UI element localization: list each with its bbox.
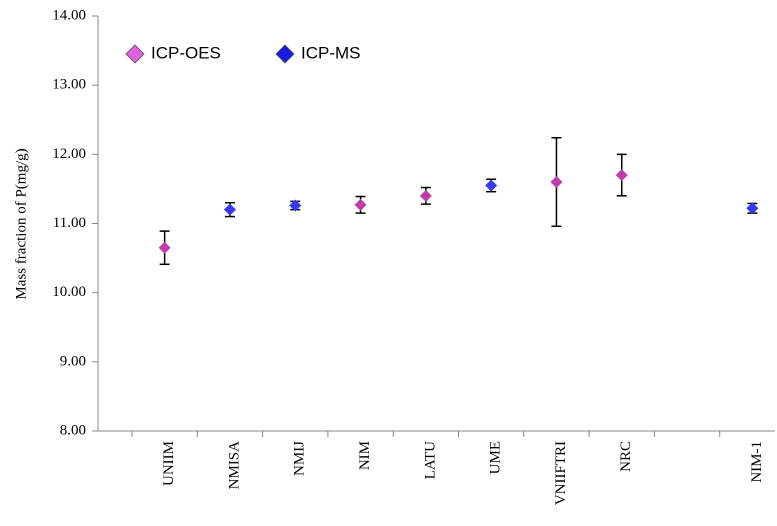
x-tick-label: LATU	[422, 441, 438, 479]
legend-label: ICP-OES	[151, 43, 221, 62]
point	[550, 176, 563, 188]
x-tick-label: NMIJ	[292, 441, 308, 476]
y-tick-label: 12.00	[52, 146, 86, 162]
point	[354, 198, 367, 211]
y-tick-label: 13.00	[52, 77, 86, 93]
y-tick-label: 8.00	[60, 422, 86, 438]
point	[223, 203, 236, 216]
y-tick-label: 11.00	[53, 215, 86, 231]
point	[158, 241, 171, 254]
x-tick-label: NRC	[618, 441, 634, 472]
x-tick-label: NIM-1	[749, 441, 765, 483]
x-tick-label: UME	[488, 441, 504, 474]
y-tick-label: 14.00	[52, 7, 86, 23]
x-tick-label: VNIIFTRI	[553, 441, 569, 505]
x-tick-label: NIM	[357, 441, 373, 470]
legend-label: ICP-MS	[301, 43, 361, 62]
x-tick-label: NMISA	[226, 441, 242, 490]
legend-marker	[275, 44, 295, 64]
point	[746, 202, 759, 215]
point	[289, 199, 302, 212]
point	[485, 179, 498, 192]
y-axis-label: Mass fraction of P(mg/g)	[13, 148, 29, 299]
y-tick-label: 9.00	[60, 353, 86, 369]
legend-marker	[125, 44, 145, 64]
point	[615, 169, 628, 182]
point	[419, 189, 432, 202]
x-tick-label: UNIIM	[161, 441, 177, 486]
y-tick-label: 10.00	[52, 284, 86, 300]
